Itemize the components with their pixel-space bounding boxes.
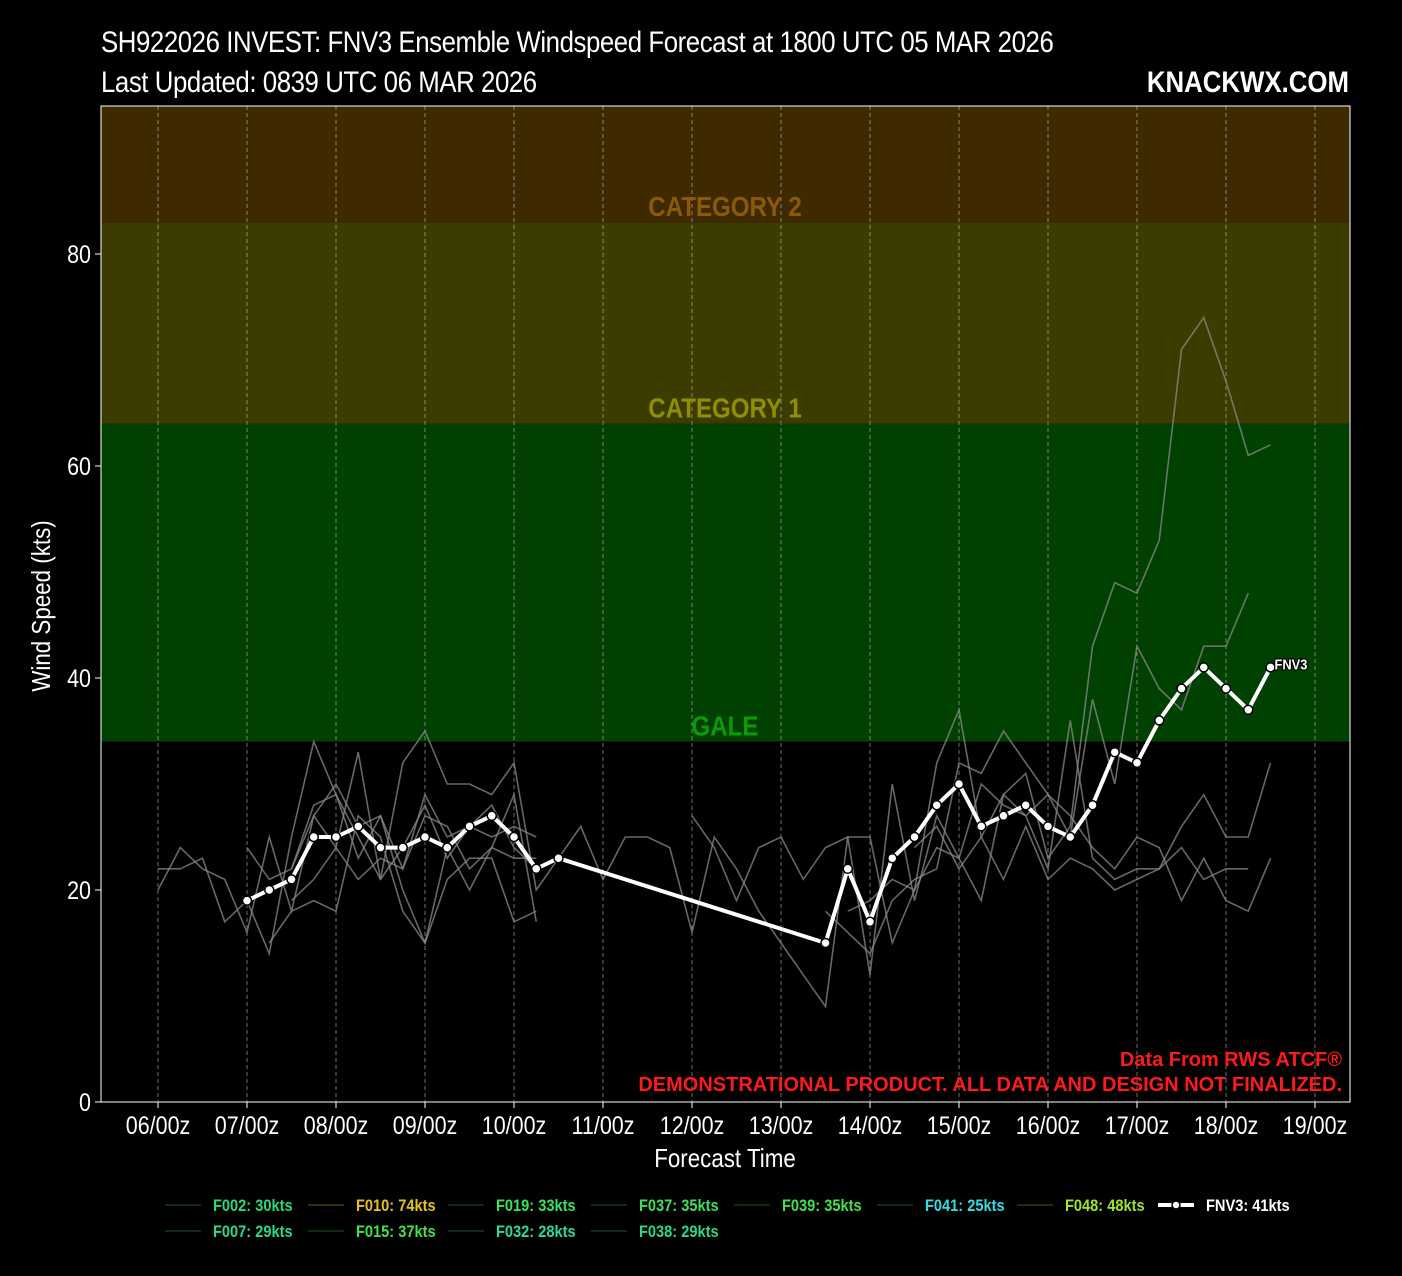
last-updated: Last Updated: 0839 UTC 06 MAR 2026: [101, 66, 537, 99]
member-line-7: [691, 592, 1249, 975]
legend: F002: 30kts F010: 74kts F019: 33kts F037: 3…: [165, 1197, 1290, 1241]
x-tick-label: 18/00z: [1194, 1111, 1259, 1139]
gridlines: [157, 106, 1316, 1102]
fnv3-point: [1243, 704, 1254, 716]
x-tick-label: 14/00z: [838, 1111, 903, 1139]
legend-entry: F002: 30kts: [213, 1197, 293, 1215]
member-line-5: [290, 793, 537, 881]
fnv3-point: [241, 895, 253, 906]
x-tick-label: 12/00z: [660, 1111, 725, 1139]
fnv3-point: [397, 842, 408, 853]
x-tick-label: 17/00z: [1105, 1111, 1170, 1139]
x-tick-label: 16/00z: [1016, 1111, 1081, 1139]
x-tick-label: 07/00z: [215, 1111, 280, 1139]
fnv3-point: [1042, 821, 1054, 832]
x-axis-label: Forecast Time: [654, 1144, 796, 1173]
member-line-2: [158, 739, 538, 957]
x-tick-label: 13/00z: [749, 1111, 814, 1139]
x-tick-label: 08/00z: [304, 1111, 369, 1139]
fnv3-point: [486, 810, 497, 822]
fnv3-point: [1154, 715, 1165, 726]
fnv3-point: [909, 831, 920, 843]
fnv3-point: [1020, 799, 1031, 811]
fnv3-point: [976, 821, 987, 832]
band-labels: GALE CATEGORY 1 CATEGORY 2: [648, 190, 801, 742]
fnv3-point: [1176, 683, 1187, 694]
band-label-category-2: CATEGORY 2: [648, 190, 801, 222]
ensemble-member-lines: [157, 315, 1272, 1009]
y-axis-label: Wind Speed (kts): [27, 520, 56, 691]
legend-entry: F038: 29kts: [639, 1223, 719, 1241]
fnv3-point: [442, 842, 453, 853]
y-tick-label: 40: [67, 664, 91, 692]
data-source-note: Data From RWS ATCF®: [1120, 1049, 1342, 1071]
x-tick-label: 09/00z: [393, 1111, 458, 1139]
legend-entry: F037: 35kts: [639, 1197, 719, 1215]
member-line-4: [268, 814, 537, 945]
y-tick-label: 20: [67, 876, 91, 904]
fnv3-point: [1220, 683, 1232, 694]
legend-entry: F048: 48kts: [1065, 1197, 1145, 1215]
fnv3-point: [1109, 746, 1120, 758]
member-line-9: [847, 720, 1272, 912]
legend-entry: F010: 74kts: [356, 1197, 436, 1215]
x-tick-label: 19/00z: [1283, 1111, 1348, 1139]
chart-title: SH922026 INVEST: FNV3 Ensemble Windspeed…: [101, 26, 1054, 59]
x-tick-label: 06/00z: [126, 1111, 191, 1139]
band-category-2: [101, 106, 1350, 223]
x-tick-label: 11/00z: [572, 1111, 635, 1139]
legend-entry: F019: 33kts: [496, 1197, 576, 1215]
fnv3-point: [531, 863, 542, 875]
axes: 06/00z 07/00z 08/00z 09/00z 10/00z 11/00z 12/0…: [67, 240, 1347, 1139]
band-gale: [101, 423, 1350, 742]
fnv3-point: [264, 884, 275, 896]
fnv3-point: [887, 852, 898, 864]
legend-entry: F041: 25kts: [925, 1197, 1005, 1215]
fnv3-point: [864, 916, 876, 928]
brand-logo-text: KNACKWX.COM: [1146, 66, 1349, 99]
fnv3-point: [419, 831, 431, 843]
member-line-3: [246, 315, 1271, 1009]
fnv3-end-label: FNV3: [1275, 655, 1308, 672]
x-tick-label: 15/00z: [927, 1111, 992, 1139]
fnv3-point: [553, 852, 564, 864]
fnv3-point: [375, 842, 386, 853]
y-tick-label: 60: [67, 452, 91, 480]
legend-entry: F032: 28kts: [496, 1223, 576, 1241]
legend-entry: F039: 35kts: [782, 1197, 862, 1215]
fnv3-point: [330, 831, 342, 843]
legend-entry: F007: 29kts: [213, 1223, 293, 1241]
fnv3-point: [820, 937, 831, 949]
fnv3-point: [1087, 799, 1098, 811]
intensity-bands: [101, 106, 1350, 742]
fnv3-point: [464, 821, 475, 832]
band-label-gale: GALE: [692, 710, 759, 742]
legend-entry: FNV3: 41kts: [1206, 1197, 1290, 1215]
band-category-1: [101, 222, 1350, 424]
fnv3-series: FNV3: [241, 654, 1309, 949]
disclaimer-note: DEMONSTRATIONAL PRODUCT. ALL DATA AND DE…: [638, 1074, 1342, 1096]
fnv3-point: [1065, 831, 1076, 843]
fnv3-point: [308, 831, 319, 843]
legend-swatch-marker: [1171, 1200, 1181, 1210]
plot-frame: [100, 105, 1351, 1103]
fnv3-point: [1131, 757, 1143, 769]
member-line-10: [913, 824, 1249, 891]
fnv3-point: [1198, 662, 1209, 673]
fnv3-point: [842, 863, 853, 875]
fnv3-point: [286, 874, 297, 885]
y-tick-label: 0: [79, 1088, 91, 1116]
legend-entry: F015: 37kts: [356, 1223, 436, 1241]
fnv3-point: [931, 799, 942, 811]
x-tick-label: 10/00z: [482, 1111, 547, 1139]
member-line-8: [824, 729, 1272, 955]
fnv3-point: [508, 831, 520, 843]
fnv3-point: [1265, 662, 1276, 673]
fnv3-point: [353, 821, 364, 832]
band-label-category-1: CATEGORY 1: [648, 392, 801, 424]
fnv3-point: [953, 778, 965, 790]
fnv3-point: [998, 810, 1009, 822]
y-tick-label: 80: [67, 240, 91, 268]
